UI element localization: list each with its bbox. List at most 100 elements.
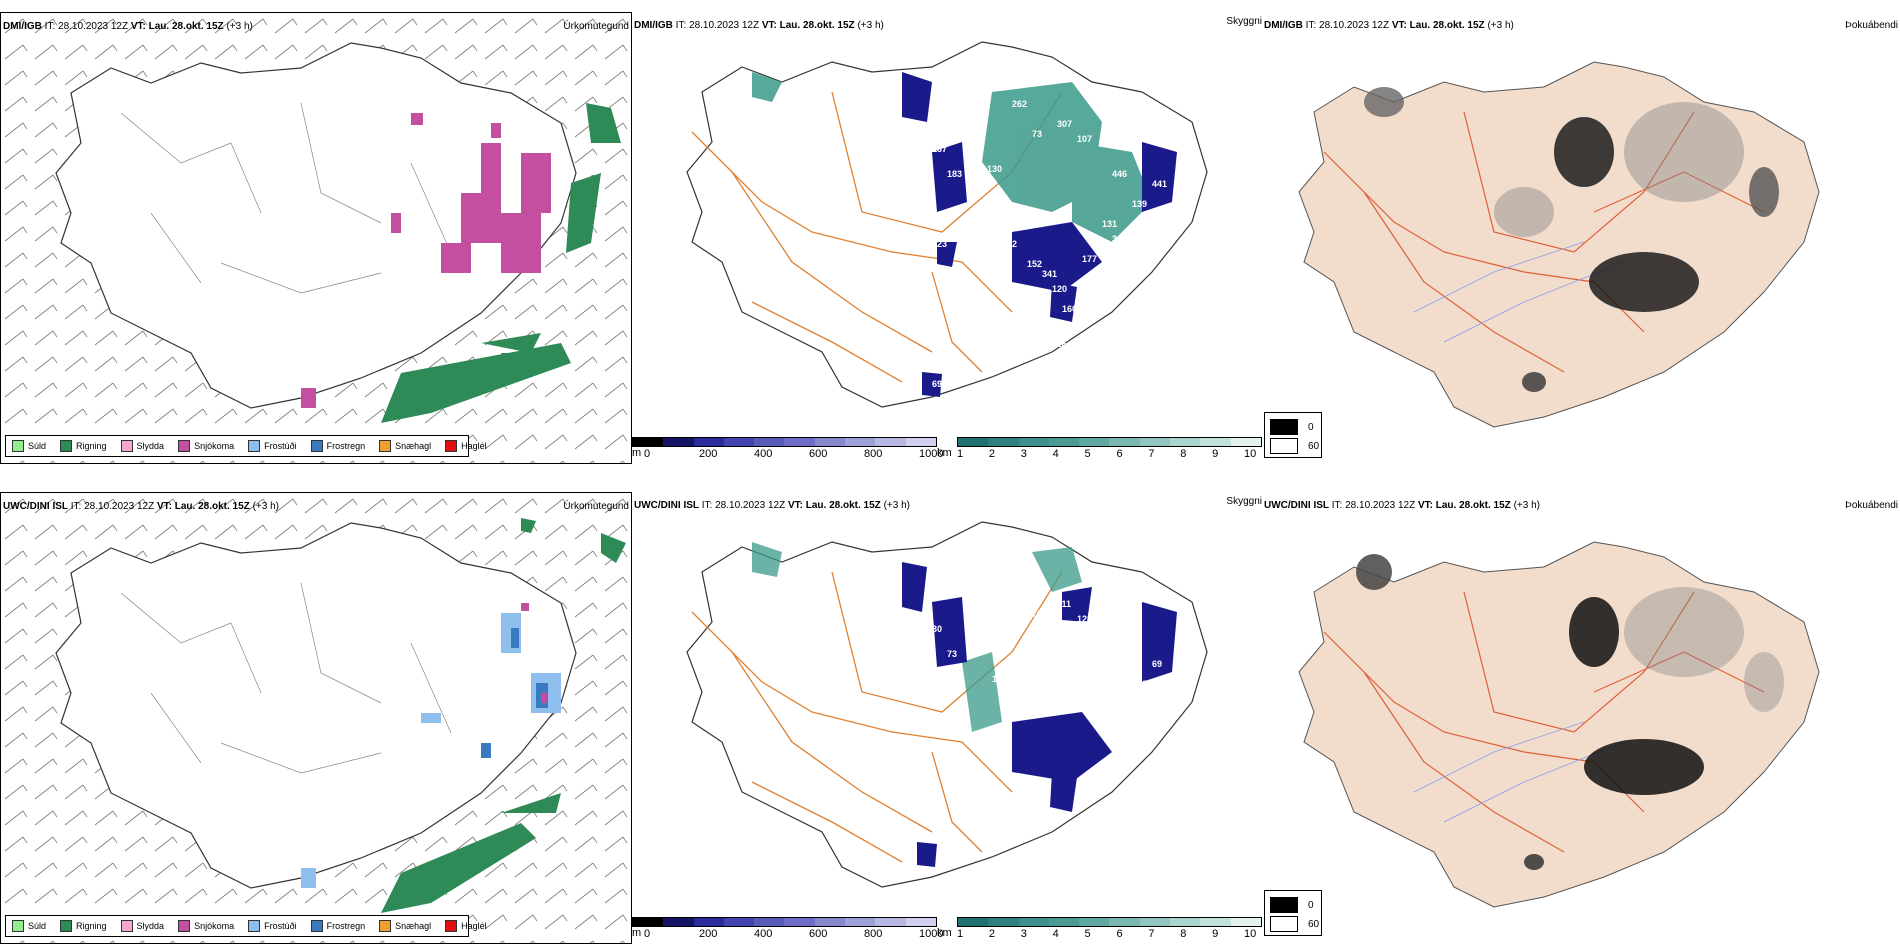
colorbar-tick: 1	[957, 448, 964, 460]
legend-swatch-sudd	[12, 440, 24, 452]
cloud-base-label: 112	[1112, 649, 1127, 659]
vis-unit: km	[937, 447, 952, 459]
cloud-base-label: 79	[1032, 609, 1042, 619]
cloud-base-label: 152	[1042, 324, 1057, 334]
cloud-panel-uwc: 84 369 79 111 122 30 73 75 145 107 112 69 318 148 70 54…	[632, 492, 1264, 944]
precip-panel-uwc: UWC/DINI ISL IT: 28.10.2023 12Z VT: Lau.…	[0, 492, 632, 944]
header-dmi-precip: DMI/IGB IT: 28.10.2023 12Z VT: Lau. 28.o…	[3, 21, 253, 32]
fog-legend-dmi: 0 60	[1264, 412, 1322, 458]
cloud-base-label: 70	[1112, 714, 1122, 724]
colorbar-tick: 2	[988, 928, 995, 940]
colorbar-segment	[693, 918, 724, 926]
cloud-base-label: 152	[1027, 259, 1042, 269]
cloud-base-label: 84	[742, 569, 752, 579]
cloud-base-label: 142	[1002, 239, 1017, 249]
cloud-base-label: 120	[1052, 284, 1067, 294]
cloud-base-label: 12	[742, 89, 752, 99]
colorbar-segment	[1200, 918, 1231, 926]
header-dmi-fog: DMI/IGB IT: 28.10.2023 12Z VT: Lau. 28.o…	[1264, 20, 1514, 31]
legend-swatch-freezing-rain	[310, 440, 323, 452]
cloud-map-dmi: 12 262 73 307 107 137 183 130 300 307 446 441 139 131…	[686, 41, 1208, 408]
cloud-base-label: 262	[1012, 99, 1027, 109]
colorbar-tick: 600	[809, 928, 828, 940]
cloud-base-label: 177	[1082, 254, 1097, 264]
colorbar-segment	[875, 918, 906, 926]
colorbar-tick: 2	[988, 448, 995, 460]
colorbar-segment	[958, 438, 989, 446]
cloud-base-label: 30	[932, 624, 942, 634]
cloud-base-label: 54	[1142, 724, 1152, 734]
colorbar-segment	[784, 438, 815, 446]
cloud-base-label: 107	[1077, 134, 1092, 144]
cloud-base-label: 183	[947, 169, 962, 179]
cloud-base-label: 75	[987, 644, 997, 654]
colorbar-tick: 8	[1180, 928, 1187, 940]
precip-title-uwc: Úrkomutegund	[563, 501, 629, 512]
colorbar-segment	[988, 918, 1019, 926]
colorbar-segment	[633, 438, 664, 446]
colorbar-segment	[1079, 438, 1110, 446]
colorbar-segment	[814, 918, 846, 926]
cloud-base-label: 148	[1102, 699, 1117, 709]
colorbar-segment	[1079, 918, 1110, 926]
cloud-map-uwc: 84 369 79 111 122 30 73 75 145 107 112 69 318 148 70 54	[686, 521, 1208, 888]
fog-title-dmi: Þokuábendi	[1845, 20, 1898, 31]
fog-legend-uwc: 0 60	[1264, 890, 1322, 936]
colorbar-segment	[1048, 438, 1080, 446]
header-uwc-cloud: UWC/DINI ISL IT: 28.10.2023 12Z VT: Lau.…	[634, 500, 910, 511]
fog-title-uwc: Þokuábendi	[1845, 500, 1898, 511]
colorbar-segment	[1230, 438, 1261, 446]
cloud-base-label: 131	[1102, 219, 1117, 229]
cloud-base-label: 318	[1132, 679, 1147, 689]
fog-panel-dmi: Þokuábendi DMI/IGB IT: 28.10.2023 12Z VT…	[1264, 12, 1900, 464]
colorbar-segment	[1139, 438, 1171, 446]
colorbar-segment	[1230, 918, 1261, 926]
cloud-base-label: 111	[1057, 599, 1071, 609]
cloud-base-label: 116	[1052, 339, 1067, 349]
height-colorbar-uwc: 0 200 400 600 800 1000 m	[632, 917, 943, 945]
colorbar-segment	[784, 918, 815, 926]
cloud-base-label: 300	[992, 194, 1007, 204]
colorbar-segment	[958, 918, 989, 926]
cloud-base-label: 63	[1142, 244, 1152, 254]
precip-panel-dmi: DMI/IGB IT: 28.10.2023 12Z VT: Lau. 28.o…	[0, 12, 632, 464]
colorbar-segment	[1170, 438, 1201, 446]
colorbar-tick: 1	[957, 928, 964, 940]
precip-legend-dmi: Súld Rigning Slydda Snjókoma Frostúði Fr…	[5, 435, 487, 457]
colorbar-tick: 10	[1244, 928, 1257, 940]
cloud-base-label: 441	[1152, 179, 1167, 189]
colorbar-tick: 9	[1212, 448, 1219, 460]
cloud-base-label: 341	[1042, 269, 1057, 279]
colorbar-tick: 800	[864, 928, 883, 940]
cloud-base-label: 107	[1002, 694, 1017, 704]
colorbar-tick: 800	[864, 448, 883, 460]
cloud-base-label: 341	[1112, 234, 1127, 244]
fog-panel-uwc: Þokuábendi UWC/DINI ISL IT: 28.10.2023 1…	[1264, 492, 1900, 944]
header-dmi-cloud: DMI/IGB IT: 28.10.2023 12Z VT: Lau. 28.o…	[634, 20, 884, 31]
colorbar-segment	[1170, 918, 1201, 926]
cloud-base-label: 139	[1132, 199, 1147, 209]
colorbar-segment	[1018, 438, 1049, 446]
cloud-panel-dmi: 12 262 73 307 107 137 183 130 300 307 446 441 139 131…	[632, 12, 1264, 464]
colorbar-segment	[633, 918, 664, 926]
colorbar-tick: 200	[699, 928, 718, 940]
colorbar-tick: 4	[1052, 448, 1059, 460]
colorbar-tick: 1000	[919, 448, 944, 460]
cloud-base-label: 122	[1077, 614, 1092, 624]
colorbar-segment	[723, 918, 755, 926]
colorbar-tick: 200	[699, 448, 718, 460]
colorbar-segment	[723, 438, 755, 446]
cloud-base-label: 73	[1032, 129, 1042, 139]
colorbar-segment	[845, 438, 876, 446]
colorbar-tick: 8	[1180, 448, 1187, 460]
cloud-title-uwc: Skyggni	[1226, 496, 1262, 507]
colorbar-segment	[663, 438, 694, 446]
colorbar-tick: 5	[1084, 448, 1091, 460]
colorbar-tick: 4	[1052, 928, 1059, 940]
cloud-base-label: 307	[1002, 214, 1017, 224]
colorbar-tick: 0	[644, 448, 651, 460]
legend-swatch-snow	[178, 440, 191, 452]
colorbar-segment	[1200, 438, 1231, 446]
colorbar-segment	[905, 438, 936, 446]
precip-title-dmi: Úrkomutegund	[563, 21, 629, 32]
